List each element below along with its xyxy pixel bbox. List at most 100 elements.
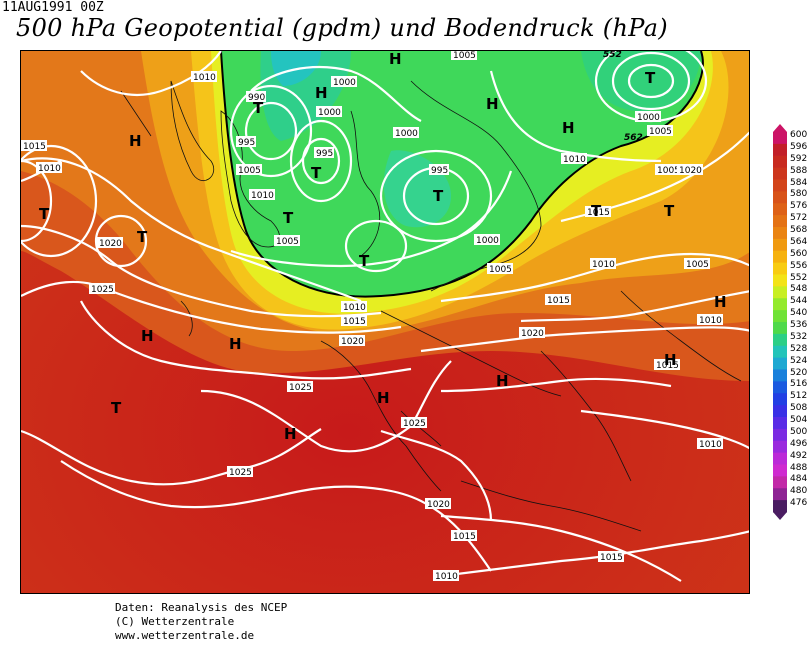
- legend-swatch: [773, 191, 787, 204]
- isobar-label: 1025: [287, 381, 313, 393]
- legend-level-label: 572: [790, 213, 808, 224]
- isobar-label: 1020: [97, 237, 123, 249]
- legend-swatch: [773, 238, 787, 252]
- svg-text:1010: 1010: [563, 155, 586, 165]
- legend-level-label: 548: [790, 284, 808, 295]
- svg-text:1010: 1010: [38, 164, 61, 174]
- low-marker: T: [311, 164, 322, 182]
- svg-text:995: 995: [316, 149, 333, 159]
- legend-swatch: [773, 345, 787, 359]
- svg-text:1005: 1005: [238, 166, 261, 176]
- legend-swatch: [773, 417, 787, 430]
- credit-data-source: Daten: Reanalysis des NCEP: [115, 601, 288, 614]
- legend-swatch: [773, 274, 787, 287]
- low-marker: T: [253, 99, 264, 117]
- legend-swatch: [773, 203, 787, 216]
- legend-level-label: 592: [790, 153, 808, 164]
- credit-copyright: (C) Wetterzentrale: [115, 615, 235, 628]
- high-marker: H: [664, 351, 677, 369]
- svg-text:1000: 1000: [318, 108, 341, 118]
- low-marker: T: [111, 399, 122, 417]
- legend-swatch: [773, 322, 787, 335]
- analysis-date: 11AUG1991 00Z: [2, 0, 104, 15]
- legend-level-label: 556: [790, 260, 808, 271]
- legend-level-label: 520: [790, 367, 808, 378]
- legend-swatch: [773, 500, 787, 513]
- high-marker: H: [496, 372, 509, 390]
- legend-swatch: [773, 452, 787, 465]
- legend-swatch: [773, 215, 787, 228]
- legend-level-label: 552: [790, 272, 808, 283]
- isobar-labels: 1010 990 1000 995 1005 1010 1005 1000 99…: [21, 51, 723, 582]
- svg-text:1015: 1015: [23, 142, 46, 152]
- svg-text:1005: 1005: [276, 237, 299, 247]
- isobar-label: 1010: [191, 71, 217, 83]
- legend-level-label: 584: [790, 177, 808, 188]
- svg-text:1000: 1000: [476, 236, 499, 246]
- geopotential-core-east: [581, 51, 701, 111]
- high-marker: H: [486, 95, 499, 113]
- legend-level-label: 516: [790, 379, 808, 390]
- credits: Daten: Reanalysis des NCEP (C) Wetterzen…: [115, 601, 287, 643]
- legend-swatch: [773, 381, 787, 394]
- isobar-label: 1015: [585, 206, 611, 218]
- legend-swatch: [773, 369, 787, 382]
- svg-text:1015: 1015: [343, 317, 366, 327]
- svg-text:1020: 1020: [679, 166, 702, 176]
- isobar-label: 1020: [339, 335, 365, 347]
- svg-text:1025: 1025: [403, 419, 426, 429]
- low-marker: T: [39, 205, 50, 223]
- svg-text:1010: 1010: [699, 440, 722, 450]
- legend-level-label: 476: [790, 498, 808, 509]
- legend-level-label: 576: [790, 201, 808, 212]
- legend-level-label: 568: [790, 225, 808, 235]
- svg-text:1005: 1005: [489, 265, 512, 275]
- high-marker: H: [229, 335, 242, 353]
- contour-552: [220, 51, 704, 298]
- isobar-label: 995: [314, 147, 334, 159]
- isobar-label: 1015: [654, 359, 680, 371]
- isobar-label: 1005: [655, 164, 681, 176]
- legend-level-label: 492: [790, 450, 808, 461]
- svg-text:552: 552: [603, 51, 622, 60]
- legend-level-label: 596: [790, 141, 808, 152]
- legend-level-label: 524: [790, 355, 808, 366]
- low-marker: T: [283, 209, 294, 227]
- isobar-label: 1015: [598, 551, 624, 563]
- legend-level-label: 532: [790, 331, 808, 342]
- legend-swatch: [773, 440, 787, 454]
- svg-text:562: 562: [624, 133, 643, 143]
- svg-text:1010: 1010: [251, 191, 274, 201]
- legend-swatch: [773, 286, 787, 299]
- svg-text:1020: 1020: [427, 500, 450, 510]
- legend-level-label: 528: [790, 343, 808, 354]
- isobar-label: 1005: [236, 164, 262, 176]
- legend-level-label: 504: [790, 415, 808, 425]
- high-marker: H: [284, 425, 297, 443]
- legend-swatch: [773, 464, 787, 477]
- legend-swatch: [773, 298, 787, 311]
- contour-label-552: 552: [603, 51, 622, 60]
- isobar-label: 1000: [474, 234, 500, 246]
- legend-swatch: [773, 227, 787, 240]
- legend-level-label: 560: [790, 248, 808, 259]
- chart-title: 500 hPa Geopotential (gpdm) und Bodendru…: [16, 14, 668, 42]
- isobar-label: 1000: [316, 106, 342, 118]
- legend-swatch: [773, 143, 787, 157]
- legend-level-label: 544: [790, 296, 808, 307]
- low-marker: T: [591, 202, 602, 220]
- legend-swatch: [773, 488, 787, 501]
- svg-text:1000: 1000: [637, 113, 660, 123]
- legend-level-label: 508: [790, 403, 808, 414]
- svg-text:1020: 1020: [521, 329, 544, 339]
- legend-level-label: 588: [790, 165, 808, 176]
- low-marker: T: [137, 228, 148, 246]
- isobar-label: 1020: [677, 164, 703, 176]
- legend-level-label: 564: [790, 236, 808, 247]
- legend-arrow-bottom: [773, 512, 787, 520]
- high-marker: H: [562, 119, 575, 137]
- high-marker: H: [377, 389, 390, 407]
- isobar-label: 1005: [684, 258, 710, 270]
- legend-swatch: [773, 405, 787, 418]
- isobar-label: 1000: [393, 127, 419, 139]
